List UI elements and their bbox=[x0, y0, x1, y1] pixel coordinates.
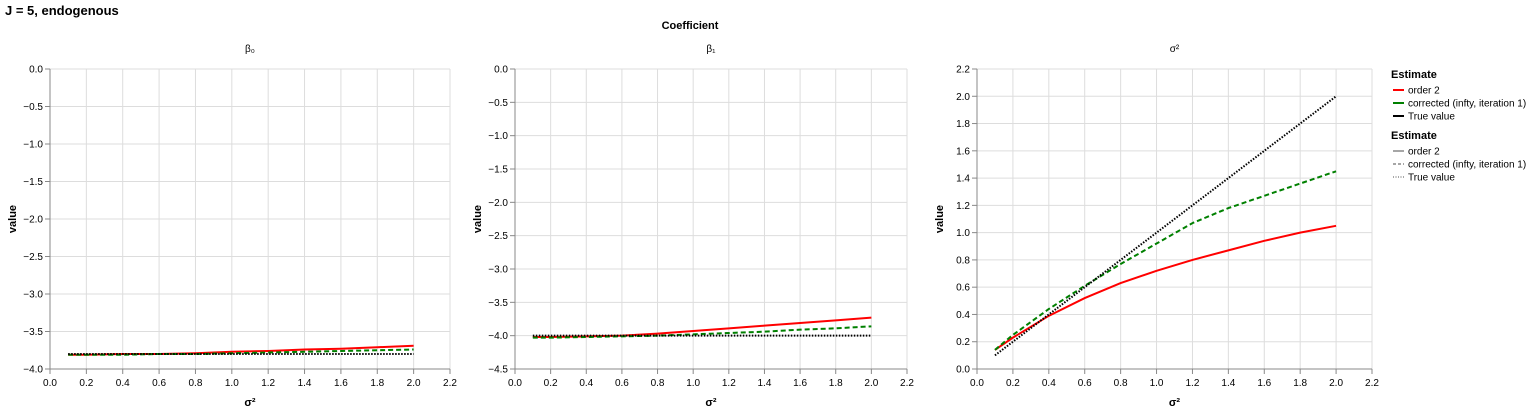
x-tick-label: 0.4 bbox=[116, 378, 130, 389]
x-tick-label: 0.8 bbox=[189, 378, 203, 389]
x-tick-label: 1.8 bbox=[829, 378, 843, 389]
y-tick-label: 1.0 bbox=[956, 228, 970, 239]
y-tick-label: 1.2 bbox=[956, 201, 970, 212]
facet-header: Coefficient bbox=[661, 20, 719, 32]
panel-title: β₁ bbox=[706, 44, 716, 55]
x-tick-label: 1.2 bbox=[1186, 378, 1200, 389]
y-tick-label: 0.0 bbox=[29, 65, 43, 76]
x-tick-label: 2.0 bbox=[407, 378, 421, 389]
y-tick-label: −3.0 bbox=[23, 290, 43, 301]
y-tick-label: 1.6 bbox=[956, 146, 970, 157]
legend-label-dash-corrected-infty-iteration-1: corrected (infty, iteration 1) bbox=[1408, 160, 1526, 171]
legend-label-color-order-2: order 2 bbox=[1408, 86, 1440, 97]
y-tick-label: 1.8 bbox=[956, 119, 970, 130]
y-tick-label: −0.5 bbox=[23, 102, 43, 113]
x-axis-title: σ² bbox=[244, 397, 256, 409]
y-axis-title: value bbox=[7, 205, 19, 233]
x-tick-label: 2.0 bbox=[864, 378, 878, 389]
y-tick-label: 0.4 bbox=[956, 310, 970, 321]
x-tick-label: 0.2 bbox=[1006, 378, 1020, 389]
y-tick-label: −3.5 bbox=[23, 327, 43, 338]
y-tick-label: −1.0 bbox=[488, 131, 508, 142]
y-tick-label: 1.4 bbox=[956, 174, 970, 185]
y-tick-label: 2.2 bbox=[956, 65, 970, 76]
y-tick-label: −2.0 bbox=[23, 215, 43, 226]
x-tick-label: 1.2 bbox=[722, 378, 736, 389]
y-tick-label: −2.5 bbox=[23, 252, 43, 263]
legend-label-dash-order-2: order 2 bbox=[1408, 147, 1440, 158]
x-tick-label: 0.2 bbox=[79, 378, 93, 389]
x-tick-label: 0.6 bbox=[152, 378, 166, 389]
y-tick-label: −1.5 bbox=[488, 165, 508, 176]
x-tick-label: 1.4 bbox=[298, 378, 312, 389]
x-tick-label: 2.2 bbox=[443, 378, 457, 389]
chart-panel-1: 0.0 0.2 0.4 0.6 0.8 1.0 1.2 1.4 1.6 1.8 2.0 2.20.0−… bbox=[7, 44, 457, 409]
panel-title: σ² bbox=[1170, 44, 1180, 55]
x-tick-label: 0.6 bbox=[615, 378, 629, 389]
x-tick-label: 1.4 bbox=[758, 378, 772, 389]
x-tick-label: 0.4 bbox=[1042, 378, 1056, 389]
y-tick-label: −2.0 bbox=[488, 198, 508, 209]
y-tick-label: 0.0 bbox=[956, 365, 970, 376]
x-tick-label: 1.6 bbox=[334, 378, 348, 389]
legend-label-dash-true-value: True value bbox=[1408, 173, 1455, 184]
series-line-corrected-infty-iteration-1 bbox=[994, 170, 1337, 351]
x-tick-label: 2.0 bbox=[1329, 378, 1343, 389]
page-title: J = 5, endogenous bbox=[5, 3, 119, 18]
x-tick-label: 2.2 bbox=[1365, 378, 1379, 389]
y-tick-label: −4.0 bbox=[23, 365, 43, 376]
y-tick-label: −1.0 bbox=[23, 140, 43, 151]
y-tick-label: 0.6 bbox=[956, 283, 970, 294]
chart-panel-2: 0.0 0.2 0.4 0.6 0.8 1.0 1.2 1.4 1.6 1.8 2.0 2.20.0−… bbox=[472, 44, 914, 409]
x-tick-label: 1.6 bbox=[1257, 378, 1271, 389]
panel-title: β₀ bbox=[245, 44, 255, 55]
series-line-corrected-infty-iteration-1 bbox=[532, 325, 872, 339]
series-line-true-value bbox=[994, 95, 1337, 357]
legend: Estimate order 2 corrected (infty, iterati… bbox=[1391, 69, 1526, 184]
legend-label-color-true-value: True value bbox=[1408, 112, 1455, 123]
legend-label-color-corrected-infty-iteration-1: corrected (infty, iteration 1) bbox=[1408, 99, 1526, 110]
x-tick-label: 1.0 bbox=[686, 378, 700, 389]
y-tick-label: 0.0 bbox=[494, 65, 508, 76]
x-tick-label: 1.0 bbox=[225, 378, 239, 389]
x-tick-label: 2.2 bbox=[900, 378, 914, 389]
series-line-order-2 bbox=[994, 224, 1337, 351]
x-tick-label: 1.4 bbox=[1221, 378, 1235, 389]
y-tick-label: −4.5 bbox=[488, 365, 508, 376]
x-tick-label: 0.0 bbox=[43, 378, 57, 389]
y-axis-title: value bbox=[472, 205, 484, 233]
x-tick-label: 0.8 bbox=[1114, 378, 1128, 389]
x-axis-title: σ² bbox=[1169, 397, 1181, 409]
x-tick-label: 0.2 bbox=[544, 378, 558, 389]
x-tick-label: 0.4 bbox=[579, 378, 593, 389]
x-tick-label: 0.8 bbox=[651, 378, 665, 389]
legend-title-dash: Estimate bbox=[1391, 130, 1437, 142]
y-axis-title: value bbox=[934, 205, 946, 233]
y-tick-label: −4.0 bbox=[488, 331, 508, 342]
y-tick-label: 0.2 bbox=[956, 337, 970, 348]
y-tick-label: −3.0 bbox=[488, 265, 508, 276]
x-tick-label: 0.0 bbox=[970, 378, 984, 389]
y-tick-label: −1.5 bbox=[23, 177, 43, 188]
x-tick-label: 1.8 bbox=[1293, 378, 1307, 389]
legend-title-color: Estimate bbox=[1391, 69, 1437, 81]
x-tick-label: 1.2 bbox=[261, 378, 275, 389]
chart-panel-3: 0.0 0.2 0.4 0.6 0.8 1.0 1.2 1.4 1.6 1.8 2.0 2.2 2.2 2… bbox=[934, 44, 1379, 409]
y-tick-label: −3.5 bbox=[488, 298, 508, 309]
y-tick-label: −0.5 bbox=[488, 98, 508, 109]
x-tick-label: 0.6 bbox=[1078, 378, 1092, 389]
x-tick-label: 1.8 bbox=[370, 378, 384, 389]
x-tick-label: 0.0 bbox=[508, 378, 522, 389]
x-tick-label: 1.0 bbox=[1150, 378, 1164, 389]
y-tick-label: −2.5 bbox=[488, 231, 508, 242]
x-axis-title: σ² bbox=[705, 397, 717, 409]
x-tick-label: 1.6 bbox=[793, 378, 807, 389]
y-tick-label: 2.0 bbox=[956, 92, 970, 103]
y-tick-label: 0.8 bbox=[956, 255, 970, 266]
